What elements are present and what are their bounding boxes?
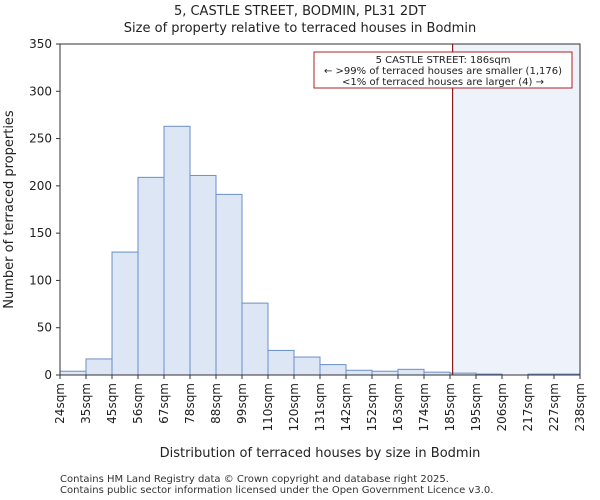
annotation-line-2: ← >99% of terraced houses are smaller (1… (324, 66, 562, 77)
y-tick-label: 200 (29, 179, 52, 193)
histogram-bar (397, 368, 425, 376)
x-tick-label: 238sqm (573, 383, 587, 431)
histogram-bar (85, 358, 113, 376)
x-tick-label: 78sqm (183, 383, 197, 424)
y-tick-label: 350 (29, 37, 52, 51)
histogram-bar (163, 125, 191, 376)
y-tick-label: 100 (29, 273, 52, 287)
x-tick-label: 35sqm (79, 383, 93, 424)
histogram-bar (319, 364, 347, 376)
x-tick-label: 88sqm (209, 383, 223, 424)
histogram-bar (215, 193, 243, 376)
x-tick-label: 142sqm (339, 383, 353, 431)
larger-region-highlight (452, 44, 580, 375)
x-tick-label: 120sqm (287, 383, 301, 431)
x-tick-label: 163sqm (391, 383, 405, 431)
histogram-bar (189, 174, 217, 376)
histogram-bar (111, 251, 139, 376)
histogram-bar (137, 176, 165, 376)
x-tick-label: 131sqm (313, 383, 327, 431)
x-tick-label: 99sqm (235, 383, 249, 424)
y-tick-label: 250 (29, 132, 52, 146)
x-tick-label: 45sqm (105, 383, 119, 424)
y-tick-label: 150 (29, 226, 52, 240)
x-tick-label: 206sqm (495, 383, 509, 431)
annotation-box (313, 51, 573, 89)
x-tick-label: 110sqm (261, 383, 275, 431)
histogram-chart: 0 50 100 150 200 250 300 350 24sqm 35sqm 45sqm 56sq… (2, 37, 587, 461)
x-tick-label: 217sqm (521, 383, 535, 431)
x-tick-label: 24sqm (53, 383, 67, 424)
footer-line-1: Contains HM Land Registry data © Crown c… (60, 474, 449, 485)
annotation-line-1: 5 CASTLE STREET: 186sqm (376, 55, 511, 66)
y-tick-label: 300 (29, 84, 52, 98)
y-axis-label: Number of terraced properties (2, 110, 17, 309)
x-tick-label: 56sqm (131, 383, 145, 424)
x-axis-label: Distribution of terraced houses by size … (160, 446, 481, 461)
x-tick-label: 174sqm (417, 383, 431, 431)
x-tick-label: 227sqm (547, 383, 561, 431)
chart-subtitle: Size of property relative to terraced ho… (123, 21, 477, 36)
x-tick-label: 195sqm (469, 383, 483, 431)
annotation-line-3: <1% of terraced houses are larger (4) → (342, 77, 544, 88)
chart-title: 5, CASTLE STREET, BODMIN, PL31 2DT (173, 4, 427, 19)
histogram-bar (59, 370, 87, 376)
footer-line-2: Contains public sector information licen… (60, 485, 494, 496)
histogram-bar (371, 370, 399, 376)
histogram-bar (267, 349, 295, 376)
histogram-bar (241, 302, 269, 376)
y-tick-label: 50 (37, 321, 52, 335)
x-tick-label: 152sqm (365, 383, 379, 431)
x-tick-label: 67sqm (157, 383, 171, 424)
x-tick-label: 185sqm (443, 383, 457, 431)
y-tick-label: 0 (44, 368, 52, 382)
histogram-bar (293, 356, 321, 376)
histogram-bar (345, 369, 373, 376)
